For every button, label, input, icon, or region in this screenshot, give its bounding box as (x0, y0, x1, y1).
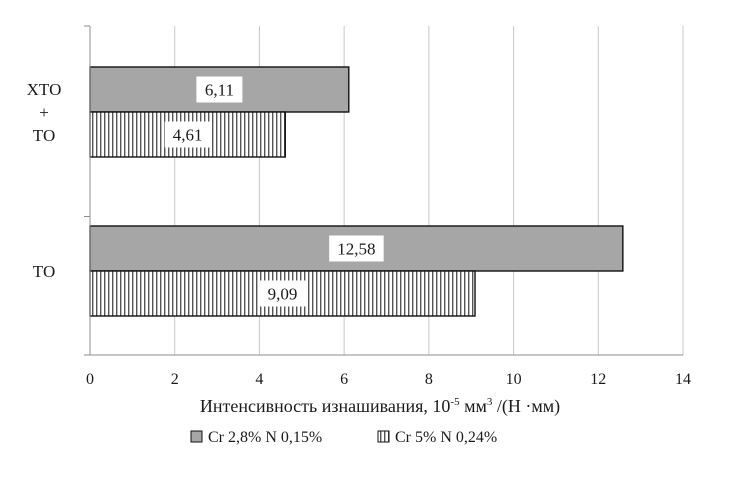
data-labels: 6,11 12,58 4,61 9,09 (164, 76, 384, 307)
category-label: ТО (33, 126, 55, 145)
axes (84, 25, 683, 356)
x-tick-label: 2 (171, 371, 179, 388)
x-tick-label: 12 (590, 371, 606, 388)
x-tick-label: 8 (425, 371, 433, 388)
category-label: ХТО (27, 80, 62, 99)
x-tick-label: 10 (506, 371, 522, 388)
legend: Cr 2,8% N 0,15% Cr 5% N 0,24% (190, 429, 497, 446)
data-label-box (196, 76, 243, 103)
legend-swatch-series-2 (377, 430, 390, 443)
x-tick-label: 6 (340, 371, 348, 388)
bars (89, 66, 624, 317)
x-tick-label: 14 (675, 371, 691, 388)
legend-swatch-series-1 (190, 430, 203, 443)
data-label-box (164, 121, 211, 148)
x-tick-labels: 0 2 4 6 8 10 12 14 (86, 371, 691, 388)
legend-label-series-1: Cr 2,8% N 0,15% (208, 429, 322, 446)
data-label-box (259, 280, 306, 307)
legend-label-series-2: Cr 5% N 0,24% (395, 429, 497, 446)
category-label: ТО (33, 262, 55, 281)
data-label: 12,58 (337, 240, 375, 259)
x-axis-title: Интенсивность изнашивания, 10-5 мм3 /(Н … (200, 396, 560, 417)
category-label: + (39, 103, 49, 122)
data-label: 9,09 (268, 285, 298, 304)
data-label: 4,61 (173, 126, 203, 145)
data-label-box (329, 235, 384, 262)
x-tick-label: 0 (86, 371, 94, 388)
x-tick-label: 4 (255, 371, 263, 388)
category-labels: ХТО + ТО ТО (27, 80, 62, 281)
data-label: 6,11 (205, 81, 234, 100)
